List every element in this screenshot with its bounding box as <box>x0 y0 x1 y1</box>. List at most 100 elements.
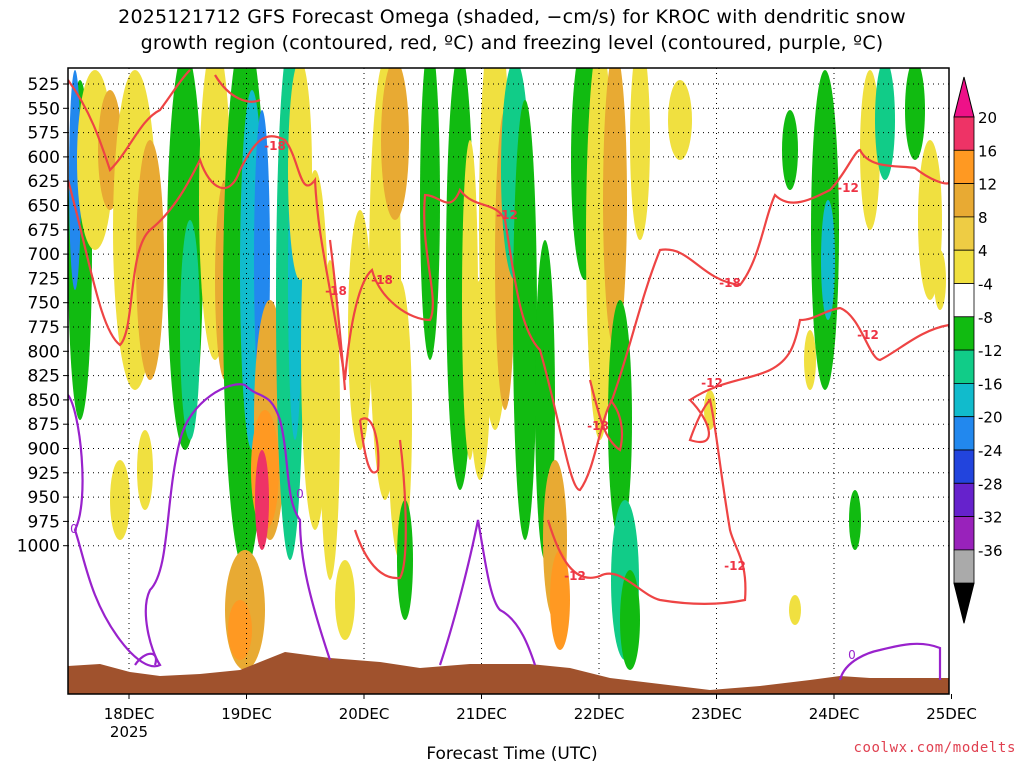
chart-title: 2025121712 GFS Forecast Omega (shaded, −… <box>118 6 906 54</box>
omega-cell <box>782 110 798 190</box>
x-tick-label: 23DEC <box>691 705 742 723</box>
x-axis-title: Forecast Time (UTC) <box>426 744 598 764</box>
dendritic-contour-4 <box>328 239 347 391</box>
freezing-contour-1 <box>68 383 332 668</box>
x-year-label: 2025 <box>110 723 148 741</box>
dendritic-label: -12 <box>837 181 859 195</box>
dendritic-label: -12 <box>724 559 746 573</box>
colorbar-swatch <box>953 149 975 185</box>
y-tick-label: 775 <box>28 318 60 338</box>
colorbar-tick-label: -8 <box>978 309 993 327</box>
dendritic-label: -18 <box>719 276 741 290</box>
x-tick-label: 20DEC <box>339 705 390 723</box>
freezing-contour-3 <box>438 519 537 666</box>
colorbar-swatch <box>953 482 975 517</box>
omega-cell <box>620 570 640 670</box>
colorbar-tick-label: -4 <box>978 276 993 294</box>
freezing-label: 0 <box>296 487 304 501</box>
colorbar-bottom-arrow <box>953 582 975 624</box>
dendritic-contour-3 <box>214 74 261 103</box>
omega-cell <box>381 68 409 220</box>
x-tick-label: 24DEC <box>809 705 860 723</box>
dendritic-label: -18 <box>371 273 393 287</box>
dendritic-contour-7 <box>546 306 949 605</box>
dendritic-label: -12 <box>701 376 723 390</box>
omega-cell <box>228 600 252 660</box>
dendritic-contour-1 <box>68 135 949 492</box>
colorbar-tick-label: 16 <box>978 142 997 160</box>
terrain-fill <box>68 652 949 694</box>
omega-cell <box>320 260 340 580</box>
grid-lines <box>68 68 949 694</box>
y-tick-label: 675 <box>28 221 60 241</box>
omega-cell <box>388 280 412 560</box>
y-tick-label: 625 <box>28 172 60 192</box>
omega-cell <box>136 140 164 380</box>
x-tick-label: 22DEC <box>574 705 625 723</box>
colorbar-swatch <box>953 316 975 351</box>
y-tick-label: 650 <box>28 197 60 217</box>
y-tick-label: 750 <box>28 294 60 314</box>
colorbar-tick-label: -36 <box>978 542 1003 560</box>
omega-cell <box>110 460 130 540</box>
omega-cell <box>875 68 895 180</box>
dendritic-label: -18 <box>264 139 286 153</box>
colorbar-swatch <box>953 349 975 384</box>
omega-cell <box>789 595 801 625</box>
omega-cell <box>804 330 816 390</box>
omega-cell <box>849 490 861 550</box>
colorbar-tick-label: 8 <box>978 209 988 227</box>
x-tick-label: 21DEC <box>456 705 507 723</box>
freezing-label: 0 <box>848 648 856 662</box>
omega-cell <box>603 68 627 350</box>
omega-cell <box>630 68 650 240</box>
colorbar-swatch <box>953 449 975 484</box>
omega-cell <box>420 68 440 360</box>
colorbar-swatch <box>953 516 975 551</box>
omega-cell <box>668 80 692 160</box>
colorbar-swatch <box>953 283 975 318</box>
dendritic-contour-5 <box>358 417 380 474</box>
y-tick-label: 725 <box>28 269 60 289</box>
credit-link[interactable]: coolwx.com/modelts <box>853 740 1016 756</box>
dendritic-label: -18 <box>587 419 609 433</box>
dendritic-label: -12 <box>496 208 518 222</box>
dendritic-label: -12 <box>564 569 586 583</box>
omega-cell <box>860 70 880 230</box>
colorbar-tick-label: 20 <box>978 109 997 127</box>
dendritic-label: -12 <box>857 328 879 342</box>
omega-cell <box>348 210 372 450</box>
y-tick-label: 600 <box>28 148 60 168</box>
colorbar-tick-label: -12 <box>978 342 1003 360</box>
y-tick-label: 875 <box>28 415 60 435</box>
omega-cell <box>550 550 570 650</box>
colorbar-swatch <box>953 183 975 218</box>
y-tick-label: 700 <box>28 245 60 265</box>
colorbar-tick-label: -28 <box>978 475 1003 493</box>
colorbar-tick-label: -16 <box>978 375 1003 393</box>
colorbar-swatch <box>953 216 975 251</box>
x-tick-label: 18DEC <box>104 705 155 723</box>
colorbar-tick-label: -20 <box>978 409 1003 427</box>
x-tick-label: 25DEC <box>926 705 977 723</box>
y-tick-label: 800 <box>28 342 60 362</box>
omega-cell <box>69 70 81 290</box>
omega-cell <box>137 430 153 510</box>
colorbar-tick-label: -24 <box>978 442 1003 460</box>
omega-cell <box>255 450 269 550</box>
freezing-contour-2 <box>134 652 158 666</box>
axes: 525 550 575 600 625 650 675 700 725 750 775 800 825 8… <box>17 67 977 741</box>
y-tick-label: 850 <box>28 391 60 411</box>
dendritic-label: -18 <box>325 284 347 298</box>
colorbar-tick-label: 12 <box>978 176 997 194</box>
omega-shading <box>68 68 946 670</box>
omega-cell <box>905 68 925 160</box>
y-tick-label: 975 <box>28 512 60 532</box>
colorbar-swatch <box>953 549 975 584</box>
omega-cell <box>821 200 835 320</box>
colorbar: 20 16 12 8 4 -4 -8 -12 -16 -20 -24 -28 -32 -36 <box>953 76 1003 624</box>
y-tick-label: 900 <box>28 440 60 460</box>
y-tick-label: 575 <box>28 124 60 144</box>
dendritic-contour-2 <box>68 69 191 173</box>
